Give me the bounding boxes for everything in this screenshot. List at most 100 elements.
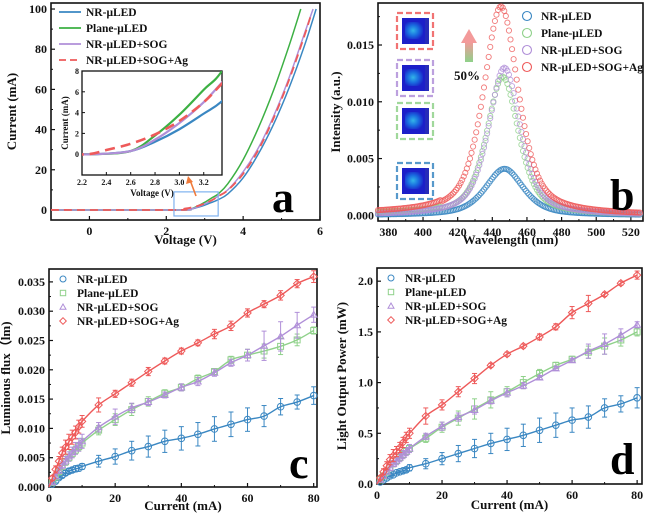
spectrum-point	[537, 177, 544, 184]
data-point	[633, 394, 641, 402]
data-point	[259, 341, 269, 349]
zoom-region-box	[173, 191, 219, 217]
legend-label-plane-uled: Plane-μLED	[405, 287, 466, 299]
spectrum-point	[490, 174, 497, 181]
spectrum-point	[468, 182, 475, 189]
y-tick-label: 0.000	[18, 480, 45, 494]
y-tick-label: 0.010	[347, 95, 374, 109]
data-point	[94, 457, 103, 466]
data-point	[276, 332, 285, 340]
series-nr-uled-sog	[376, 320, 642, 485]
image-dashed-border	[395, 11, 435, 51]
data-point	[453, 387, 463, 397]
panel-label-b: b	[610, 171, 634, 220]
panel-label-c: c	[289, 439, 309, 488]
data-point	[632, 270, 642, 280]
legend-marker-nr-uled-sog-ag	[386, 315, 396, 325]
spectrum-point	[480, 144, 488, 151]
data-point	[398, 438, 408, 447]
spectrum-point	[493, 84, 500, 91]
data-point	[535, 426, 544, 435]
spectrum-point	[474, 193, 481, 200]
data-point	[161, 437, 169, 446]
data-point	[584, 346, 593, 355]
data-point	[177, 434, 186, 443]
spectrum-point	[491, 172, 498, 179]
data-point	[94, 422, 103, 431]
legend: NR-μLED Plane-μLED NR-μLED+SOG NR-μLED+SOG+…	[58, 274, 179, 328]
spectrum-point	[462, 192, 469, 199]
series-nr-uled-sog	[48, 306, 318, 488]
data-point	[633, 328, 641, 336]
inset-y-axis-label: Current (mA)	[60, 96, 70, 150]
spectrum-point	[518, 141, 525, 148]
inset-curve-nr-uled-sog-ag	[82, 81, 222, 156]
spectrum-point	[437, 197, 444, 204]
legend-marker-plane-uled	[521, 27, 533, 39]
legend-label-nr-uled-sog-ag: NR-μLED+SOG+Ag	[77, 316, 179, 328]
y-tick-label: 0.030	[18, 304, 45, 318]
spectrum-point	[527, 173, 534, 180]
inset-x-tick-label: 2.2	[77, 178, 87, 187]
y-tick-label: 0.0	[358, 477, 373, 491]
legend-label-plane-uled: Plane-μLED	[86, 23, 147, 35]
spectrum-point	[480, 141, 488, 148]
legend-label-nr-uled-sog-ag: NR-μLED+SOG+Ag	[86, 55, 188, 67]
x-tick-label: 2	[163, 224, 169, 238]
spectrum-point	[476, 191, 483, 199]
data-point	[243, 308, 252, 318]
spectrum-point	[524, 189, 531, 196]
spectrum-point	[509, 170, 516, 177]
spectrum-point	[537, 201, 544, 208]
data-point	[535, 373, 544, 381]
series-nr-uled	[48, 386, 318, 488]
legend-marker-nr-uled-sog	[387, 301, 395, 309]
y-tick-label: 1.5	[358, 325, 373, 339]
data-point	[519, 431, 528, 440]
spectrum-point	[488, 105, 495, 112]
image-dashed-border	[395, 58, 435, 98]
spectrum-point	[482, 74, 489, 81]
spectrum-point	[496, 72, 503, 79]
spectrum-point	[485, 53, 492, 60]
data-point	[454, 449, 463, 458]
data-point	[51, 465, 60, 474]
x-tick-label: 20	[109, 491, 121, 505]
spectrum-point	[527, 151, 534, 158]
y-tick-label: 0.5	[358, 426, 373, 440]
legend-marker-nr-uled-sog-ag	[58, 316, 68, 326]
spectrum-point	[487, 115, 494, 122]
data-point	[54, 466, 64, 474]
data-point	[160, 356, 170, 366]
legend: NR-μLED Plane-μLED NR-μLED+SOG NR-μLED+SOG+…	[386, 273, 507, 327]
data-point	[568, 416, 576, 424]
y-tick-label: 0	[41, 203, 47, 217]
data-point	[193, 377, 203, 385]
x-tick-label: 4	[240, 224, 246, 238]
data-point	[551, 322, 561, 332]
data-point	[227, 420, 235, 429]
legend-label-nr-uled-sog: NR-μLED+SOG	[77, 302, 158, 314]
spectrum-point	[460, 173, 467, 180]
data-point	[405, 444, 414, 452]
chip-edge	[425, 168, 429, 194]
spectrum-point	[507, 168, 514, 175]
panel-b-el-spectrum: 380 400 420 440 460 480 500 520 0.000 0.005 0.010 0…	[328, 2, 644, 247]
spectrum-point	[488, 107, 495, 114]
data-point	[210, 329, 219, 339]
spectrum-point	[519, 114, 527, 121]
chip-emission	[405, 22, 423, 39]
device-emission-image-nr-uled	[395, 161, 435, 201]
data-point	[47, 473, 57, 483]
data-point	[127, 446, 136, 455]
y-tick-label: 20	[35, 163, 47, 177]
data-point	[77, 417, 87, 426]
data-point	[160, 390, 169, 398]
spectrum-point	[494, 78, 502, 85]
x-tick-label: 6	[317, 224, 323, 238]
data-point	[127, 378, 137, 388]
data-point	[74, 440, 83, 448]
spectrum-point	[465, 160, 472, 167]
y-tick-label: 2.0	[358, 274, 373, 288]
data-point	[503, 435, 511, 444]
